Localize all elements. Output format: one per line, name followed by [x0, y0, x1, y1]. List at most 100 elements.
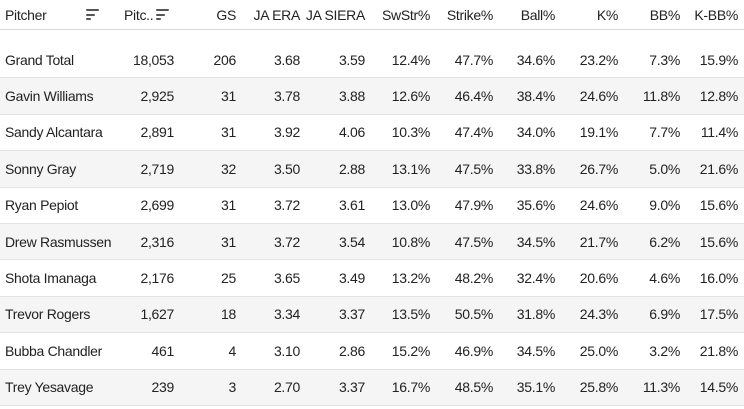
cell-pitcher-name: Drew Rasmussen [5, 233, 112, 250]
cell-swstr: 10.8% [391, 233, 430, 250]
cell-strike: 48.2% [454, 270, 494, 287]
cell-ball: 31.8% [516, 306, 556, 323]
cell-k-bb: 16.0% [699, 270, 739, 287]
cell-gs: 31 [221, 88, 236, 105]
sort-icon[interactable] [156, 9, 170, 20]
table-row[interactable]: Shota Imanaga 2,176 25 3.65 3.49 13.2% 48.2% 32… [0, 260, 744, 297]
cell-pitcher-name: Trey Yesavage [5, 379, 94, 396]
cell-pitcher-name: Bubba Chandler [5, 342, 102, 359]
column-header-strike[interactable]: Strike% [430, 7, 494, 23]
cell-ball: 32.4% [516, 270, 556, 287]
column-header-label: Pitc.. [124, 6, 154, 23]
cell-ja-era: 3.10 [273, 342, 300, 359]
cell-k: 23.2% [579, 51, 619, 68]
cell-gs: 18 [221, 306, 236, 323]
cell-gs: 31 [221, 233, 236, 250]
cell-strike: 48.5% [454, 379, 494, 396]
cell-k: 19.1% [579, 124, 619, 141]
cell-ja-era: 3.78 [273, 88, 300, 105]
column-header-label: K-BB% [694, 6, 738, 23]
table-row[interactable]: Trey Yesavage 239 3 2.70 3.37 16.7% 48.5% 35.1%… [0, 369, 744, 406]
cell-ja-siera: 4.06 [338, 124, 365, 141]
column-header-k[interactable]: K% [557, 7, 620, 23]
cell-ja-siera: 2.86 [338, 342, 365, 359]
cell-gs: 32 [221, 160, 236, 177]
cell-pitcher-name: Ryan Pepiot [5, 197, 78, 214]
cell-swstr: 10.3% [391, 124, 430, 141]
cell-pitches: 2,176 [140, 270, 174, 287]
cell-gs: 25 [221, 270, 236, 287]
cell-pitches: 2,891 [140, 124, 174, 141]
cell-bb: 6.2% [649, 233, 680, 250]
cell-ball: 35.6% [516, 197, 556, 214]
column-header-ja-siera[interactable]: JA SIERA [302, 7, 367, 23]
table-row[interactable]: Gavin Williams 2,925 31 3.78 3.88 12.6% 46.4% 3… [0, 78, 744, 115]
cell-k-bb: 15.9% [699, 51, 739, 68]
cell-ja-siera: 3.59 [338, 51, 365, 68]
column-header-label: Strike% [446, 6, 493, 23]
cell-gs: 31 [221, 197, 236, 214]
cell-k-bb: 21.6% [699, 160, 739, 177]
cell-ja-siera: 3.61 [338, 197, 365, 214]
column-header-ja-era[interactable]: JA ERA [240, 7, 302, 23]
cell-k: 21.7% [579, 233, 619, 250]
cell-ja-siera: 3.88 [338, 88, 365, 105]
cell-pitches: 2,316 [140, 233, 174, 250]
cell-pitches: 2,719 [140, 160, 174, 177]
cell-ja-era: 3.92 [273, 124, 300, 141]
cell-swstr: 13.2% [391, 270, 430, 287]
column-header-pitches[interactable]: Pitc.. [118, 7, 178, 23]
column-header-label: Ball% [520, 6, 556, 23]
sort-icon[interactable] [86, 9, 99, 20]
column-header-label: JA SIERA [305, 6, 365, 23]
table-row[interactable]: Sandy Alcantara 2,891 31 3.92 4.06 10.3% 47.4%… [0, 115, 744, 152]
table-row[interactable]: Trevor Rogers 1,627 18 3.34 3.37 13.5% 50.5% 31… [0, 296, 744, 334]
cell-bb: 4.6% [649, 270, 680, 287]
table-header-row: Pitcher Pitc.. GS JA ERA JA SIERA SwStr%… [0, 0, 744, 30]
table-row[interactable]: Drew Rasmussen 2,316 31 3.72 3.54 10.8% 47.5% 3… [0, 223, 744, 261]
cell-k: 24.6% [579, 197, 619, 214]
cell-gs: 206 [213, 51, 237, 68]
cell-k-bb: 12.8% [699, 88, 739, 105]
cell-pitches: 2,699 [140, 197, 174, 214]
table-row[interactable]: Bubba Chandler 461 4 3.10 2.86 15.2% 46.9% 34.5… [0, 333, 744, 370]
cell-gs: 3 [228, 379, 237, 396]
cell-pitches: 1,627 [140, 306, 174, 323]
cell-k-bb: 15.6% [699, 233, 739, 250]
cell-ja-era: 3.65 [273, 270, 300, 287]
column-header-pitcher[interactable]: Pitcher [0, 7, 118, 23]
cell-strike: 47.9% [454, 197, 494, 214]
cell-gs: 31 [221, 124, 236, 141]
table-row[interactable]: Ryan Pepiot 2,699 31 3.72 3.61 13.0% 47.9% 35.6… [0, 188, 744, 224]
column-header-ball[interactable]: Ball% [494, 7, 557, 23]
cell-k-bb: 17.5% [699, 306, 739, 323]
cell-ja-era: 3.72 [273, 233, 300, 250]
cell-bb: 3.2% [649, 342, 680, 359]
column-header-swstr[interactable]: SwStr% [367, 7, 430, 23]
cell-swstr: 13.5% [391, 306, 430, 323]
cell-ja-era: 3.68 [273, 51, 300, 68]
cell-k: 25.0% [579, 342, 619, 359]
cell-k-bb: 11.4% [700, 124, 738, 141]
cell-ball: 34.0% [516, 124, 556, 141]
column-header-label: BB% [649, 6, 681, 23]
column-header-k-bb[interactable]: K-BB% [683, 7, 744, 23]
cell-k-bb: 21.8% [699, 342, 739, 359]
cell-pitches: 461 [151, 342, 175, 359]
table-row-grand-total[interactable]: Grand Total 18,053 206 3.68 3.59 12.4% 47.7% 34… [0, 42, 744, 79]
cell-ball: 35.1% [516, 379, 556, 396]
cell-k-bb: 15.6% [699, 197, 739, 214]
cell-pitches: 239 [151, 379, 175, 396]
column-header-bb[interactable]: BB% [620, 7, 683, 23]
cell-swstr: 12.4% [391, 51, 430, 68]
cell-swstr: 12.6% [391, 88, 430, 105]
column-header-label: Pitcher [5, 6, 47, 23]
column-header-gs[interactable]: GS [178, 7, 240, 23]
cell-ja-era: 3.50 [273, 160, 300, 177]
cell-bb: 9.0% [649, 197, 680, 214]
cell-k: 20.6% [579, 270, 619, 287]
table-row[interactable]: Sonny Gray 2,719 32 3.50 2.88 13.1% 47.5% 33.8%… [0, 151, 744, 188]
cell-bb: 7.7% [649, 124, 680, 141]
cell-bb: 5.0% [649, 160, 680, 177]
cell-k: 26.7% [579, 160, 619, 177]
